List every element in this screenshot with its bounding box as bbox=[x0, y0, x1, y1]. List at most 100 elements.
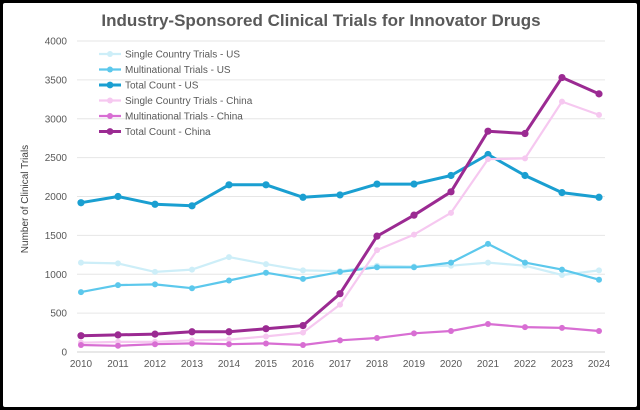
y-tick-label: 3500 bbox=[45, 75, 68, 86]
data-point bbox=[374, 247, 380, 254]
data-point bbox=[596, 111, 602, 118]
data-point bbox=[448, 209, 454, 216]
data-point bbox=[374, 264, 380, 271]
data-point bbox=[300, 329, 306, 336]
legend-marker bbox=[107, 66, 113, 73]
data-point bbox=[189, 285, 195, 292]
x-tick-label: 2018 bbox=[366, 359, 389, 370]
y-tick-label: 1500 bbox=[45, 231, 68, 242]
data-point bbox=[521, 171, 529, 180]
data-point bbox=[484, 127, 492, 135]
data-point bbox=[262, 325, 270, 333]
series-3 bbox=[77, 150, 603, 210]
x-tick-label: 2013 bbox=[181, 359, 204, 370]
data-point bbox=[300, 275, 306, 282]
y-tick-label: 1000 bbox=[45, 270, 68, 281]
data-point bbox=[410, 211, 418, 219]
data-point bbox=[596, 276, 602, 283]
data-point bbox=[77, 199, 85, 207]
legend-marker bbox=[107, 51, 113, 57]
x-tick-label: 2012 bbox=[144, 359, 167, 370]
x-tick-label: 2020 bbox=[440, 359, 463, 370]
data-point bbox=[559, 272, 565, 279]
data-point bbox=[263, 333, 269, 340]
data-point bbox=[485, 156, 491, 163]
x-tick-label: 2011 bbox=[107, 359, 129, 370]
data-point bbox=[411, 330, 417, 337]
data-point bbox=[114, 192, 122, 201]
x-tick-label: 2015 bbox=[255, 359, 278, 370]
legend-item: Single Country Trials - China bbox=[99, 96, 253, 107]
data-point bbox=[411, 231, 417, 238]
data-point bbox=[522, 259, 528, 266]
data-point bbox=[447, 171, 455, 180]
y-axis-label: Number of Clinical Trials bbox=[20, 145, 31, 253]
legend-label: Single Country Trials - US bbox=[125, 50, 240, 61]
data-point bbox=[263, 340, 269, 347]
legend-item: Total Count - US bbox=[99, 81, 199, 92]
legend-label: Multinational Trials - China bbox=[125, 112, 243, 123]
data-point bbox=[115, 342, 121, 349]
series-4 bbox=[78, 98, 602, 346]
data-point bbox=[522, 324, 528, 331]
data-point bbox=[226, 254, 232, 261]
data-point bbox=[300, 267, 306, 274]
data-point bbox=[373, 180, 381, 188]
x-tick-label: 2014 bbox=[218, 359, 241, 370]
x-tick-label: 2023 bbox=[551, 359, 574, 370]
data-point bbox=[225, 328, 233, 336]
x-tick-label: 2021 bbox=[477, 359, 500, 370]
legend-label: Single Country Trials - China bbox=[125, 96, 253, 107]
data-point bbox=[485, 240, 491, 247]
chart-title: Industry-Sponsored Clinical Trials for I… bbox=[101, 11, 540, 30]
data-point bbox=[559, 98, 565, 105]
line-chart: Industry-Sponsored Clinical Trials for I… bbox=[20, 11, 611, 370]
data-point bbox=[336, 191, 344, 199]
data-point bbox=[188, 202, 196, 210]
data-point bbox=[226, 336, 232, 343]
data-point bbox=[559, 324, 565, 331]
legend-label: Total Count - US bbox=[125, 81, 199, 92]
data-point bbox=[558, 73, 566, 82]
y-tick-label: 0 bbox=[61, 348, 67, 359]
data-point bbox=[151, 330, 159, 338]
data-point bbox=[152, 281, 158, 288]
data-point bbox=[78, 259, 84, 266]
data-point bbox=[448, 259, 454, 266]
data-point bbox=[373, 232, 381, 240]
data-point bbox=[484, 150, 492, 159]
data-point bbox=[226, 277, 232, 284]
data-point bbox=[152, 268, 158, 275]
legend-label: Total Count - China bbox=[125, 127, 211, 138]
data-point bbox=[115, 260, 121, 267]
legend-item: Multinational Trials - China bbox=[99, 112, 243, 123]
data-point bbox=[485, 259, 491, 266]
data-point bbox=[558, 189, 566, 197]
data-point bbox=[595, 90, 603, 98]
y-tick-label: 4000 bbox=[45, 37, 68, 48]
data-point bbox=[374, 335, 380, 342]
x-tick-label: 2016 bbox=[292, 359, 315, 370]
series-2 bbox=[78, 240, 602, 296]
data-point bbox=[78, 289, 84, 296]
data-point bbox=[299, 193, 307, 201]
data-point bbox=[262, 181, 270, 189]
data-point bbox=[188, 328, 196, 336]
data-point bbox=[225, 181, 233, 189]
data-point bbox=[596, 328, 602, 335]
data-point bbox=[411, 264, 417, 271]
data-point bbox=[485, 321, 491, 328]
data-point bbox=[521, 129, 529, 138]
x-axis-ticks: 2010 2011 2012 2013 2014 2015 2016 2017 2018 2019… bbox=[70, 359, 611, 370]
data-point bbox=[447, 188, 455, 196]
data-point bbox=[299, 321, 307, 330]
y-tick-label: 500 bbox=[50, 309, 67, 320]
y-tick-label: 2000 bbox=[45, 192, 68, 203]
y-tick-label: 3000 bbox=[45, 114, 68, 125]
data-point bbox=[595, 193, 603, 201]
data-point bbox=[152, 341, 158, 348]
data-point bbox=[410, 180, 418, 188]
series-5 bbox=[78, 321, 602, 349]
data-point bbox=[263, 269, 269, 276]
data-point bbox=[448, 328, 454, 335]
